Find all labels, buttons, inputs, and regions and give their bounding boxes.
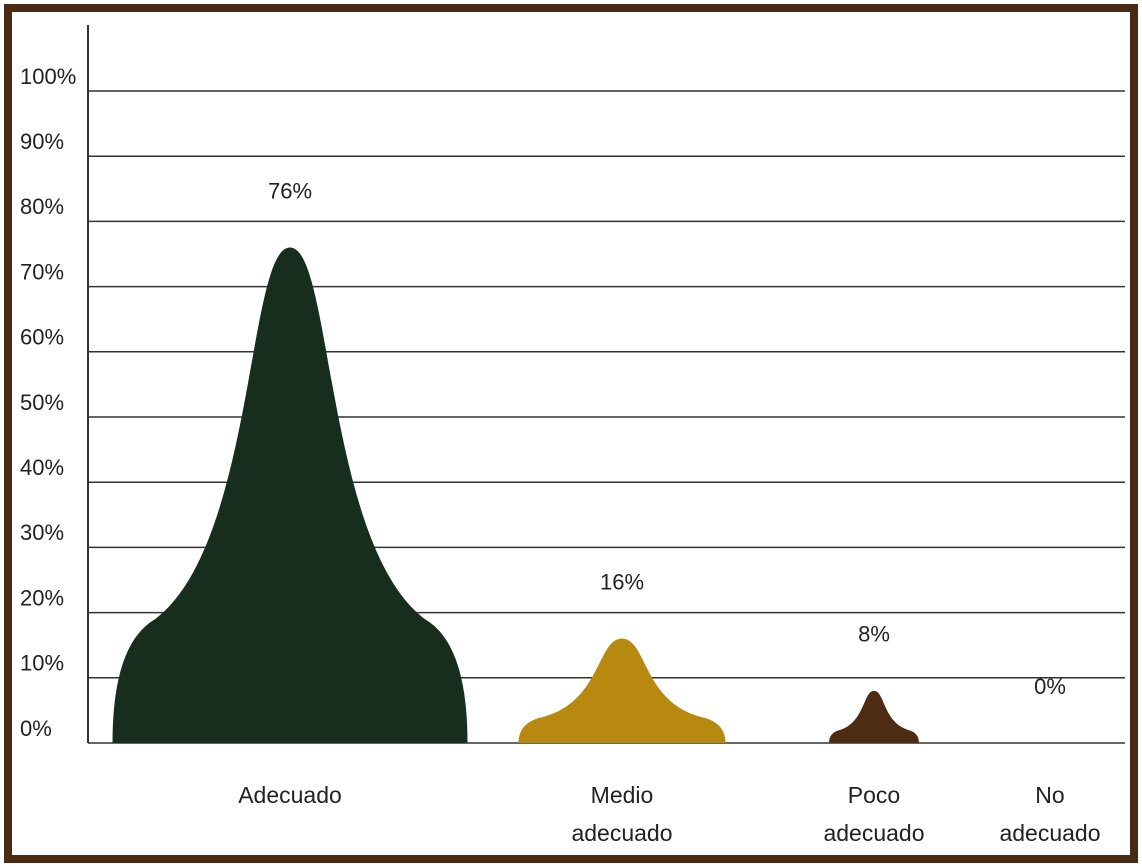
bar bbox=[112, 247, 468, 744]
value-label: 0% bbox=[1034, 674, 1066, 699]
y-tick-label: 60% bbox=[20, 325, 64, 350]
y-tick-label: 20% bbox=[20, 585, 64, 610]
y-tick-label: 30% bbox=[20, 520, 64, 545]
bar bbox=[829, 690, 919, 743]
frame bbox=[4, 4, 1138, 863]
bar bbox=[518, 638, 726, 743]
x-tick-label: Poco adecuado bbox=[823, 782, 925, 846]
x-tick-label: Adecuado bbox=[238, 782, 342, 808]
value-label: 16% bbox=[600, 569, 644, 594]
y-tick-label: 90% bbox=[20, 129, 64, 154]
y-tick-label: 70% bbox=[20, 259, 64, 284]
x-tick-label: Medio adecuado bbox=[571, 782, 673, 846]
y-tick-label: 80% bbox=[20, 194, 64, 219]
value-label: 8% bbox=[858, 622, 890, 647]
y-tick-label: 0% bbox=[20, 716, 52, 741]
y-tick-label: 40% bbox=[20, 455, 64, 480]
y-tick-label: 100% bbox=[20, 64, 76, 89]
y-tick-label: 50% bbox=[20, 390, 64, 415]
y-tick-label: 10% bbox=[20, 651, 64, 676]
x-tick-label: No adecuado bbox=[999, 782, 1101, 846]
value-label: 76% bbox=[268, 178, 312, 203]
